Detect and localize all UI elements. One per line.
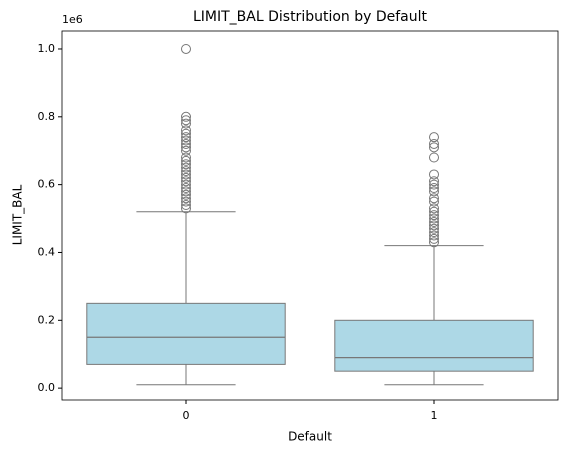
outlier <box>181 186 191 197</box>
outlier <box>429 220 439 231</box>
outlier <box>181 132 191 143</box>
outlier <box>181 179 191 190</box>
outlier <box>181 128 191 139</box>
x-axis-label: Default <box>288 430 332 444</box>
outlier <box>181 199 191 210</box>
outlier <box>429 169 439 180</box>
outlier <box>429 176 439 187</box>
y-tick-label: 0.6 <box>38 178 56 191</box>
y-tick-label: 0.0 <box>38 381 56 394</box>
axis-offset: 1e6 <box>62 13 83 26</box>
outlier <box>181 196 191 207</box>
outlier <box>181 115 191 126</box>
outlier <box>181 172 191 183</box>
outlier <box>429 210 439 221</box>
y-axis-label: LIMIT_BAL <box>11 184 25 245</box>
outlier <box>181 138 191 149</box>
outlier <box>429 138 439 149</box>
outlier <box>181 145 191 156</box>
y-tick-label: 0.2 <box>38 313 56 326</box>
outlier <box>181 135 191 146</box>
outlier <box>181 118 191 129</box>
outlier <box>181 169 191 180</box>
outlier <box>429 206 439 217</box>
outlier <box>429 132 439 143</box>
y-tick-label: 0.8 <box>38 110 56 123</box>
outlier <box>181 111 191 122</box>
outlier <box>429 237 439 248</box>
outlier <box>181 152 191 163</box>
outlier <box>181 43 191 54</box>
outlier <box>181 159 191 170</box>
box <box>86 302 286 365</box>
plot-frame <box>61 30 559 401</box>
outlier <box>181 203 191 214</box>
outlier <box>181 176 191 187</box>
outlier <box>181 142 191 153</box>
x-tick-label: 0 <box>183 409 190 422</box>
outlier <box>429 223 439 234</box>
outlier <box>429 227 439 238</box>
outlier <box>181 183 191 194</box>
outlier <box>181 193 191 204</box>
outlier <box>429 193 439 204</box>
outlier <box>429 230 439 241</box>
outlier <box>429 186 439 197</box>
outlier <box>429 152 439 163</box>
x-tick-label: 1 <box>431 409 438 422</box>
outlier <box>181 166 191 177</box>
outlier <box>429 179 439 190</box>
outlier <box>429 233 439 244</box>
outlier <box>181 125 191 136</box>
outlier <box>429 216 439 227</box>
box <box>334 319 534 372</box>
y-tick-label: 1.0 <box>38 42 56 55</box>
outlier <box>429 196 439 207</box>
outlier <box>181 162 191 173</box>
outlier <box>181 155 191 166</box>
outlier <box>429 203 439 214</box>
y-tick-label: 0.4 <box>38 245 56 258</box>
outlier <box>429 183 439 194</box>
chart-title: LIMIT_BAL Distribution by Default <box>193 9 428 25</box>
outlier <box>429 213 439 224</box>
outlier <box>181 189 191 200</box>
outlier <box>429 142 439 153</box>
